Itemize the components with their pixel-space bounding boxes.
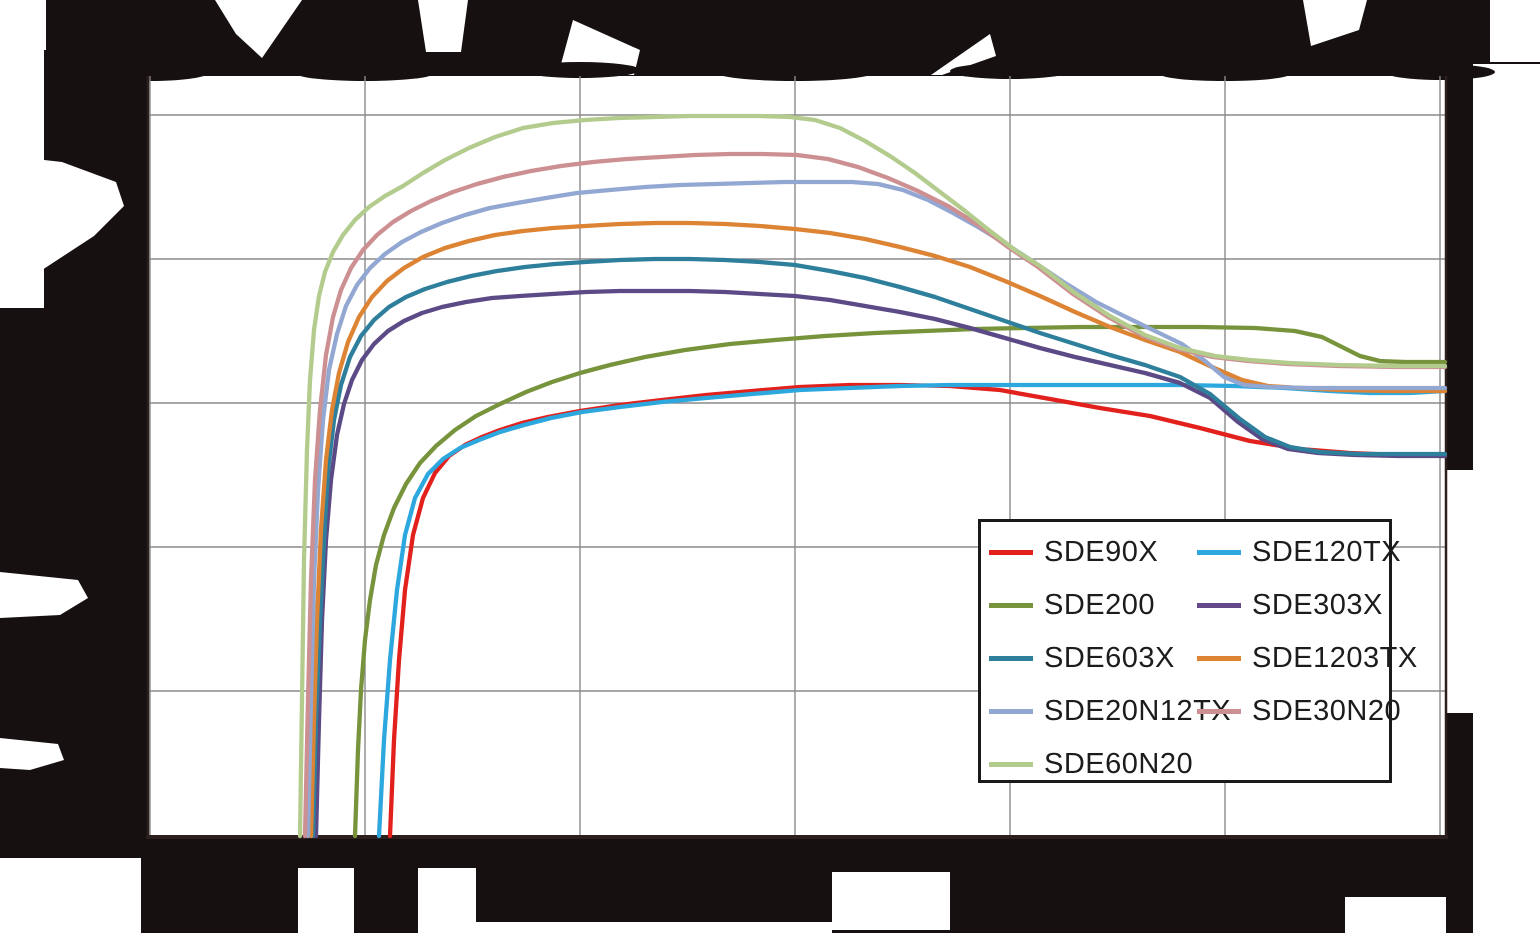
legend-label: SDE200 xyxy=(1044,589,1156,621)
redaction-blob-edge xyxy=(90,63,210,81)
legend-swatch xyxy=(1197,602,1241,608)
legend-item: SDE90X xyxy=(989,536,1158,568)
mask-gap xyxy=(1490,0,1540,62)
mask-gap xyxy=(1446,470,1473,713)
legend-item: SDE60N20 xyxy=(989,748,1193,780)
legend-swatch xyxy=(989,655,1033,661)
mask-gap xyxy=(1303,0,1367,46)
legend-label: SDE60N20 xyxy=(1044,748,1194,780)
mask-gap xyxy=(558,20,640,75)
legend-label: SDE120TX xyxy=(1252,536,1402,568)
series-line-SDE60N20 xyxy=(297,113,1448,839)
mask-gap xyxy=(1345,897,1446,933)
legend-label: SDE303X xyxy=(1252,589,1383,621)
redaction-blob-edge xyxy=(295,65,435,81)
legend-swatch xyxy=(989,602,1033,608)
legend-swatch xyxy=(1197,549,1241,555)
legend-swatch xyxy=(1197,655,1241,661)
mask-gap xyxy=(0,858,141,933)
legend-item: SDE1203TX xyxy=(1197,642,1418,674)
legend-swatch xyxy=(989,761,1033,767)
mask-gap xyxy=(0,155,124,302)
redaction-blob-edge xyxy=(715,63,875,81)
redaction-blob-edge xyxy=(520,62,640,78)
mask-gap xyxy=(0,0,46,50)
series-line-SDE303X xyxy=(313,288,1448,839)
legend-item: SDE20N12TX xyxy=(989,695,1231,727)
legend-label: SDE1203TX xyxy=(1252,642,1418,674)
series-line-SDE120TX xyxy=(376,382,1448,839)
legend-item: SDE303X xyxy=(1197,589,1383,621)
mask-gap xyxy=(1473,64,1540,933)
legend-label: SDE603X xyxy=(1044,642,1175,674)
legend-item: SDE120TX xyxy=(1197,536,1401,568)
mask-gap xyxy=(418,868,476,933)
mask-gap xyxy=(215,0,302,58)
mask-gap xyxy=(0,572,88,618)
legend-swatch xyxy=(989,549,1033,555)
chart-legend: SDE90X SDE120TX SDE200 SDE303X SDE603X S… xyxy=(978,519,1417,783)
redaction-blob-edge xyxy=(1385,64,1495,80)
legend-swatch xyxy=(989,708,1033,714)
legend-swatch xyxy=(1197,708,1241,714)
legend-item: SDE30N20 xyxy=(1197,695,1401,727)
legend-item: SDE603X xyxy=(989,642,1175,674)
mask-gap xyxy=(298,868,354,933)
redaction-blob-edge xyxy=(1160,67,1290,81)
mask-gap xyxy=(931,34,996,75)
mask-gap xyxy=(0,738,64,770)
series-line-SDE603X xyxy=(310,256,1448,839)
legend-item: SDE200 xyxy=(989,589,1155,621)
mask-gap xyxy=(418,0,468,52)
redaction-blob-edge xyxy=(950,63,1070,79)
series-line-SDE90X xyxy=(387,382,1448,839)
mask-gap xyxy=(470,922,832,933)
series-line-SDE20N12TX xyxy=(305,179,1448,839)
series-line-SDE200 xyxy=(352,324,1448,839)
series-line-SDE1203TX xyxy=(308,220,1448,839)
legend-label: SDE30N20 xyxy=(1252,695,1402,727)
mask-gap xyxy=(832,872,950,930)
legend-label: SDE90X xyxy=(1044,536,1159,568)
